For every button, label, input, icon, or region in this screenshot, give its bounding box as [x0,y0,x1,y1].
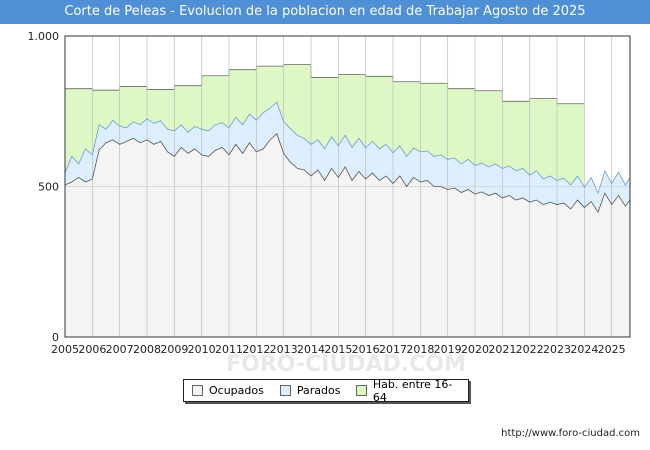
x-tick-label-2022: 2022 [516,343,544,356]
legend-swatch-ocupados [192,385,203,396]
watermark: FORO-CIUDAD.COM [226,352,466,377]
legend-swatch-hab [356,385,367,396]
legend-item-ocupados: Ocupados [192,384,264,397]
y-tick-label-500: 500 [38,181,59,194]
x-tick-label-2023: 2023 [543,343,571,356]
x-tick-label-2021: 2021 [488,343,516,356]
x-tick-label-2011: 2011 [215,343,243,356]
x-tick-label-2009: 2009 [160,343,188,356]
legend-swatch-parados [279,385,291,396]
x-tick-label-2020: 2020 [461,343,489,356]
x-tick-label-2012: 2012 [242,343,270,356]
legend-item-parados: Parados [279,384,341,397]
x-tick-label-2005: 2005 [51,343,79,356]
parados-line [64,101,631,195]
legend-label-ocupados: Ocupados [209,384,264,397]
legend: Ocupados Parados Hab. entre 16-64 [183,378,469,404]
y-tick-label-1000: 1.000 [28,30,60,43]
y-tick-label-0: 0 [52,331,59,344]
x-tick-label-2008: 2008 [133,343,161,356]
hab-line [65,64,585,105]
x-tick-label-2018: 2018 [406,343,434,356]
x-tick-label-2014: 2014 [297,343,325,356]
x-tick-label-2007: 2007 [106,343,134,356]
x-tick-label-2015: 2015 [324,343,352,356]
x-tick-label-2019: 2019 [434,343,462,356]
chart-title: Corte de Peleas - Evolucion de la poblac… [0,0,650,24]
plot-area [64,36,631,338]
ocupados-area [65,133,630,337]
x-tick-label-2025: 2025 [598,343,626,356]
legend-item-hab: Hab. entre 16-64 [356,378,460,404]
plot-frame [64,35,631,338]
x-tick-label-2016: 2016 [352,343,380,356]
ocupados-line [64,133,631,213]
footer-url[interactable]: http://www.foro-ciudad.com [501,428,640,439]
legend-label-hab: Hab. entre 16-64 [372,377,453,404]
x-tick-label-2010: 2010 [188,343,216,356]
x-tick-label-2024: 2024 [570,343,598,356]
x-tick-label-2006: 2006 [78,343,106,356]
legend-label-parados: Parados [296,384,341,397]
x-tick-label-2017: 2017 [379,343,407,356]
x-tick-label-2013: 2013 [270,343,298,356]
